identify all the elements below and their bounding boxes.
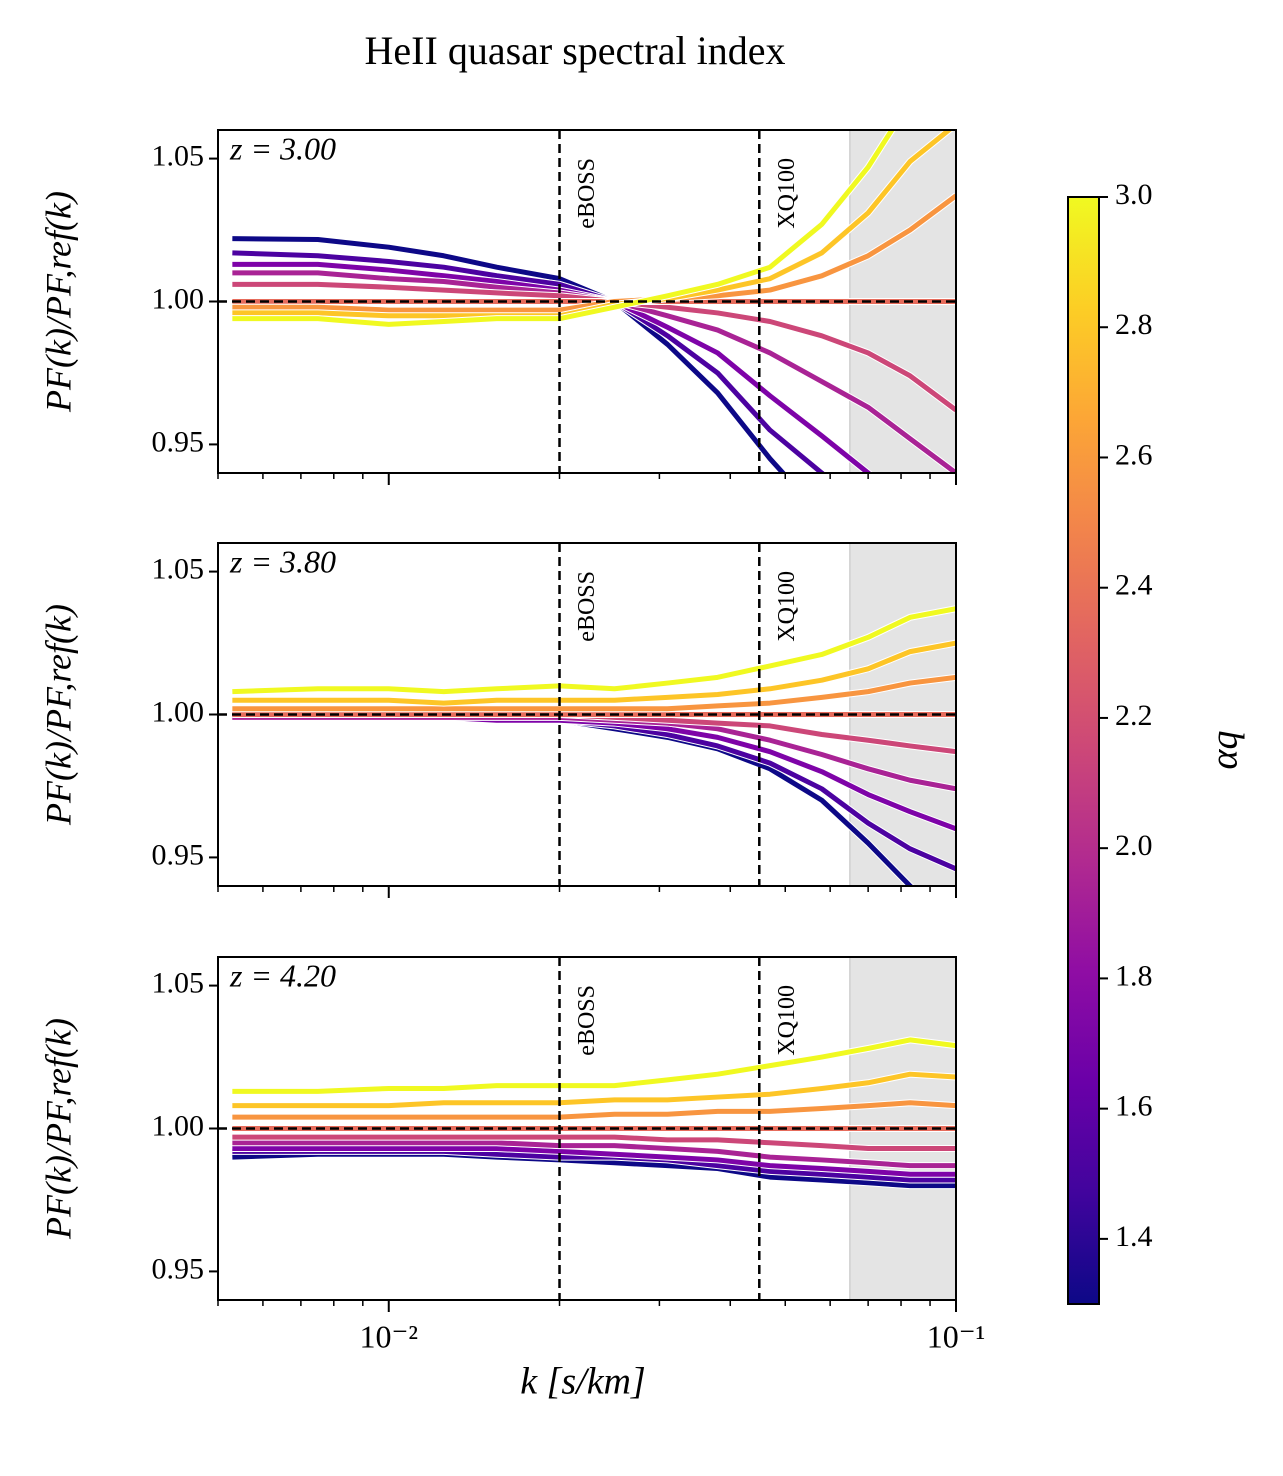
y-tick-label: 1.05 [152, 139, 205, 172]
colorbar-tick-label: 1.6 [1115, 1090, 1153, 1123]
data-line [232, 261, 873, 473]
colorbar-tick-label: 2.4 [1115, 569, 1153, 602]
y-tick-label: 0.95 [152, 1252, 205, 1285]
data-line [232, 674, 956, 712]
colorbar-tick-label: 1.4 [1115, 1220, 1153, 1253]
colorbar [1067, 196, 1100, 1305]
data-line [232, 1071, 956, 1109]
plot-area [218, 957, 956, 1300]
y-tick-label: 1.00 [152, 1109, 205, 1142]
line-outline [232, 708, 916, 886]
figure-title: HeII quasar spectral index [365, 28, 786, 73]
x-axis-label: k [s/km] [520, 1361, 646, 1403]
data-line [232, 1146, 956, 1177]
x-tick-label: 10⁻¹ [927, 1318, 985, 1354]
redshift-label: z = 3.00 [229, 130, 336, 166]
colorbar-tick-label: 3.0 [1115, 178, 1153, 211]
survey-label: eBOSS [574, 985, 600, 1056]
colorbar-label: αq [1204, 731, 1246, 770]
redshift-label: z = 4.20 [229, 957, 336, 993]
y-tick-label: 0.95 [152, 838, 205, 871]
colorbar-tick-label: 1.8 [1115, 959, 1153, 992]
colorbar-tick-label: 2.6 [1115, 438, 1153, 471]
y-tick-label: 1.00 [152, 695, 205, 728]
data-line [232, 250, 826, 473]
plot-area [218, 543, 956, 886]
y-axis-label: PF(k)/PF,ref(k) [38, 1018, 78, 1240]
survey-label: XQ100 [774, 571, 800, 642]
data-line [232, 606, 956, 695]
y-axis-label: PF(k)/PF,ref(k) [38, 191, 78, 413]
plot-area [218, 130, 956, 473]
y-tick-label: 1.05 [152, 966, 205, 999]
survey-label: eBOSS [574, 158, 600, 229]
y-tick-label: 1.05 [152, 552, 205, 585]
data-line [232, 1100, 956, 1120]
y-tick-label: 1.00 [152, 282, 205, 315]
data-line [232, 640, 956, 706]
survey-label: XQ100 [774, 158, 800, 229]
data-line [232, 270, 956, 473]
colorbar-tick-label: 2.2 [1115, 699, 1153, 732]
survey-label: eBOSS [574, 571, 600, 642]
x-tick-label: 10⁻² [360, 1318, 418, 1354]
data-line [232, 236, 787, 473]
data-line [232, 1037, 956, 1094]
colorbar-tick-label: 2.8 [1115, 308, 1153, 341]
data-line [232, 1134, 956, 1152]
survey-label: XQ100 [774, 985, 800, 1056]
y-tick-label: 0.95 [152, 425, 205, 458]
redshift-label: z = 3.80 [229, 543, 336, 579]
y-axis-label: PF(k)/PF,ref(k) [38, 604, 78, 826]
data-line [232, 1140, 956, 1169]
colorbar-tick-label: 2.0 [1115, 829, 1153, 862]
